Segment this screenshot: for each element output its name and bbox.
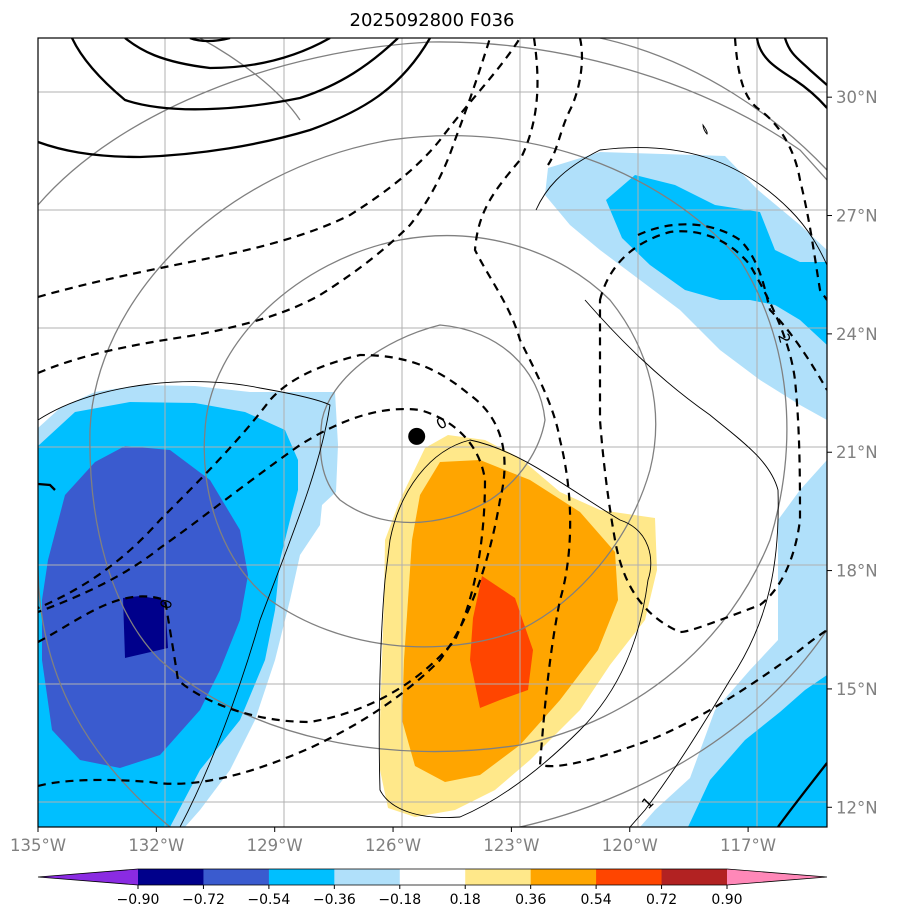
colorbar-tick-label: −0.18 [378,892,421,908]
dashed-contours [38,38,827,788]
colorbar-tick-label: −0.36 [313,892,356,908]
thick-contour [70,38,399,111]
y-tick-label: 18°N [836,562,878,581]
shade-band-neg-036 [606,175,827,345]
dashed-contour [733,38,827,301]
dashed-contour [38,38,492,375]
dashed-contour [637,223,827,391]
y-tick-label: 30°N [836,88,878,107]
grid-lines [38,38,827,827]
colorbar-tick-label: 0.90 [711,892,742,908]
y-tick-label: 15°N [836,680,878,699]
colorbar-extend-low [38,869,138,885]
chart-title: 2025092800 F036 [350,10,515,31]
thick-contour [755,38,827,109]
thick-contour [124,38,331,70]
y-tick-label: 12°N [836,798,878,817]
dashed-contour [38,408,487,724]
thick-contour [189,38,231,43]
contour-label: 0 [156,597,176,611]
thick-contour [38,482,56,491]
colorbar-tick-label: −0.90 [117,892,160,908]
colorbar: −0.90 −0.72 −0.54 −0.36 −0.18 0.18 0.36 0.54 0.7… [37,868,828,908]
shade-band-neg-072 [123,596,168,658]
gray-contour [519,629,827,827]
shaded-region-west-negative [38,385,338,827]
colorbar-tick-label: 0.54 [581,892,612,908]
dashed-contour [38,38,521,299]
gray-contour [38,41,827,206]
thick-contour [783,38,827,86]
thick-contour [38,38,431,159]
dashed-contour [473,38,827,768]
y-tick-label: 24°N [836,325,878,344]
colorbar-segment [334,869,401,885]
thick-contours [38,38,827,827]
dashed-contour [547,38,584,166]
x-tick-label: 120°W [602,836,658,855]
y-axis-ticks: 30°N 27°N 24°N 21°N 18°N 15°N 12°N [827,88,878,817]
colorbar-tick-label: 0.72 [646,892,677,908]
gray-contour [599,38,827,171]
map-area: 0 0 2 1 [38,38,827,827]
contour-label: 2 [774,331,794,345]
y-tick-label: 27°N [836,207,878,226]
colorbar-tick-label: −0.72 [182,892,225,908]
colorbar-segment [596,869,663,885]
x-tick-label: 123°W [483,836,539,855]
thin-contours [38,123,827,827]
map-frame [37,37,828,828]
gray-contour [38,569,171,827]
x-tick-label: 129°W [247,836,303,855]
colorbar-tick-label: −0.54 [247,892,290,908]
thin-contour [702,123,708,135]
x-tick-label: 135°W [10,836,66,855]
colorbar-segment [530,869,597,885]
colorbar-segment [203,869,270,885]
gray-contour [319,324,546,524]
y-tick-label: 21°N [836,443,878,462]
dashed-contour [38,353,506,788]
shade-band-pos-054 [470,576,533,708]
shaded-region-central-positive [380,435,657,817]
colorbar-segment [465,869,532,885]
colorbar-segment [399,869,466,885]
thin-contour [535,147,827,266]
thin-contour [584,299,779,827]
storm-center-marker [408,427,426,445]
x-tick-label: 126°W [365,836,421,855]
x-tick-label: 132°W [128,836,184,855]
colorbar-segment [268,869,335,885]
dashed-contour [598,230,802,634]
gray-contour [203,235,657,648]
colorbar-segment [138,869,204,885]
x-axis-ticks: 135°W 132°W 129°W 126°W 123°W 120°W 117°W [10,827,776,855]
colorbar-tick-label: 0.18 [450,892,481,908]
x-tick-label: 117°W [720,836,776,855]
thin-contour [378,439,652,818]
colorbar-extend-high [727,869,827,885]
thick-contour [777,762,827,827]
colorbar-tick-label: 0.36 [515,892,546,908]
gray-contour [199,38,301,121]
thin-contour [38,381,331,827]
colorbar-segment [661,869,728,885]
